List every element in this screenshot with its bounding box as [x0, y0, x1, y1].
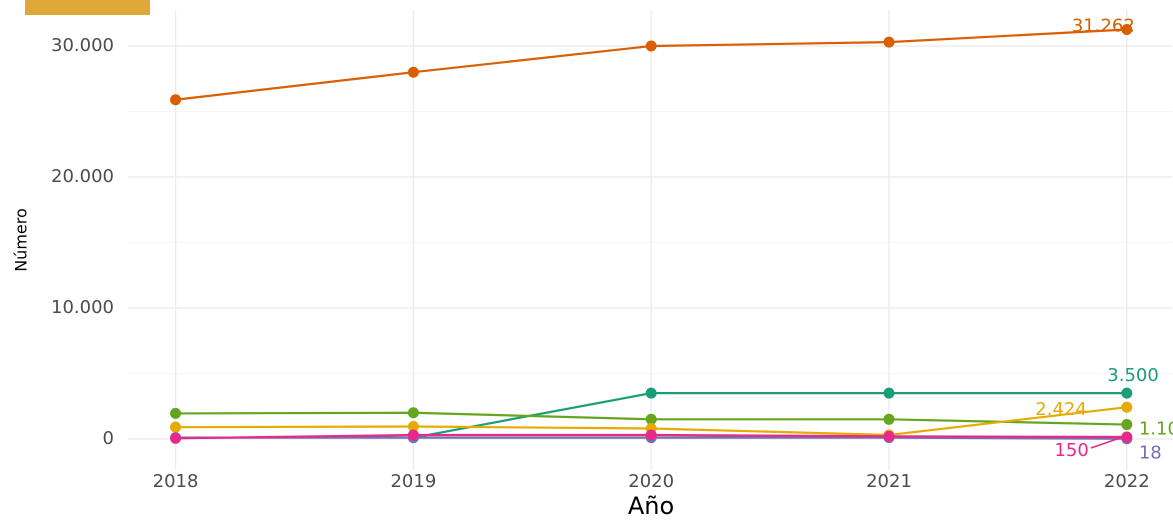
point: [170, 94, 182, 106]
point: [883, 413, 895, 425]
point: [883, 387, 895, 399]
point: [407, 66, 419, 78]
x-tick-label: 2022: [1104, 471, 1150, 492]
point: [170, 421, 182, 433]
y-tick-label: 20.000: [51, 166, 114, 187]
point: [883, 36, 895, 48]
value-label: 150: [1054, 440, 1088, 461]
point: [1121, 419, 1133, 431]
point: [1121, 431, 1133, 443]
y-tick-label: 0: [103, 428, 114, 449]
point: [407, 429, 419, 441]
x-axis-label: Año: [628, 492, 674, 520]
x-tick-label: 2020: [628, 471, 674, 492]
point: [883, 430, 895, 442]
point: [1121, 387, 1133, 399]
value-label: 31.262: [1072, 15, 1135, 36]
point: [407, 407, 419, 419]
point: [645, 387, 657, 399]
x-tick-label: 2021: [866, 471, 912, 492]
value-label: 1.100: [1139, 419, 1173, 440]
x-tick-label: 2018: [153, 471, 199, 492]
point: [645, 413, 657, 425]
point: [1121, 23, 1133, 35]
y-tick-label: 30.000: [51, 35, 114, 56]
label-leader: [1090, 436, 1124, 449]
point: [1121, 401, 1133, 413]
y-tick-label: 10.000: [51, 297, 114, 318]
value-label: 3.500: [1107, 365, 1159, 386]
point: [170, 407, 182, 419]
value-label: 18: [1139, 443, 1162, 464]
point: [645, 40, 657, 52]
badge: [25, 0, 150, 15]
value-label: 2.424: [1035, 399, 1087, 420]
point: [645, 429, 657, 441]
point: [407, 421, 419, 433]
y-axis-label: Número: [12, 208, 31, 272]
x-tick-label: 2019: [390, 471, 436, 492]
point: [170, 432, 182, 444]
